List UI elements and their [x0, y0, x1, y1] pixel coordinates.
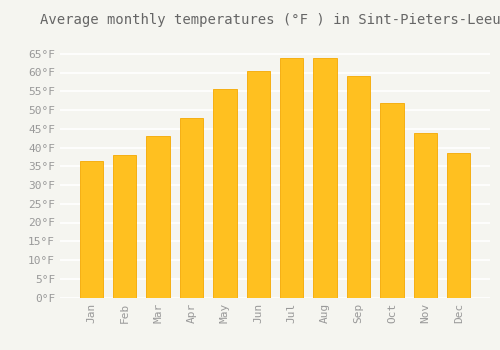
Title: Average monthly temperatures (°F ) in Sint-Pieters-Leeuw: Average monthly temperatures (°F ) in Si… [40, 13, 500, 27]
Bar [246, 71, 270, 297]
Bar [180, 118, 203, 298]
Bar [314, 57, 337, 298]
Bar [113, 155, 136, 298]
Bar [414, 133, 437, 298]
Bar [146, 136, 170, 298]
Bar [80, 161, 103, 298]
Bar [213, 89, 236, 298]
Bar [380, 103, 404, 298]
Bar [447, 153, 470, 298]
Bar [347, 76, 370, 298]
Bar [280, 57, 303, 298]
